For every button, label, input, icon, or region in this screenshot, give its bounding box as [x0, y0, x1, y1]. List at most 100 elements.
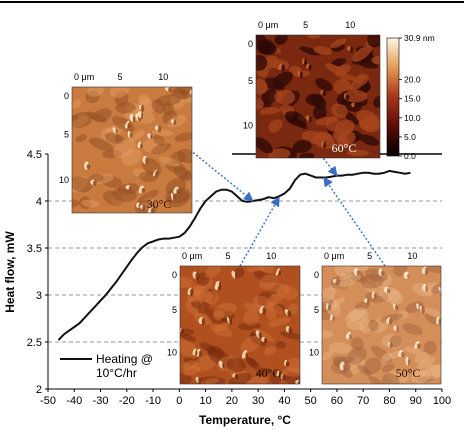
afm-grain [368, 376, 387, 384]
x-tick-label: 40 [278, 395, 290, 407]
x-axis-title: Temperature, °C [199, 413, 291, 427]
x-tick-label: 90 [410, 395, 422, 407]
afm-grain [402, 322, 423, 336]
afm-grain [257, 291, 274, 306]
afm-grain [165, 161, 186, 174]
colorbar-tick-label: 5.0 [404, 132, 416, 142]
afm-grain [360, 273, 384, 289]
inset-arrow [189, 149, 254, 202]
afm-grain [228, 372, 252, 384]
afm-grain [339, 269, 356, 280]
afm-grain [173, 88, 189, 100]
afm-grain [111, 187, 138, 202]
colorbar-tick-label: 30.9 nm [404, 33, 435, 43]
afm-texture [256, 35, 380, 158]
afm-grain [226, 357, 247, 373]
afm-grain [268, 119, 283, 133]
afm-grain [371, 55, 380, 65]
afm-grain [207, 347, 231, 366]
inset-arrow [323, 176, 386, 267]
afm-grain [158, 156, 181, 167]
afm-defect-shadow [115, 129, 118, 134]
afm-grain [381, 334, 403, 349]
afm-x-tick-label: 0 μm [258, 20, 278, 30]
afm-defect-shadow [381, 270, 384, 276]
afm-grain [165, 187, 191, 204]
afm-grain [343, 111, 360, 126]
afm-grain [121, 148, 143, 166]
afm-insets: 0 μm 5 10 0 5 10 30°C 0 μm 5 10 0 5 10 60°C 0 μm 5 10 0 5 1… [59, 20, 442, 385]
afm-image-frame [71, 86, 193, 214]
afm-grain [81, 199, 100, 208]
afm-grain [334, 266, 351, 278]
afm-grain [322, 309, 335, 321]
afm-grain [141, 138, 167, 153]
afm-grain [263, 346, 276, 356]
afm-grain [115, 102, 136, 114]
afm-grain [328, 342, 352, 354]
afm-grain [351, 337, 364, 351]
afm-grain [75, 134, 88, 143]
afm-defect-shadow [258, 332, 262, 338]
y-ticks: 2 2.5 3 3.5 4 4.5 [27, 149, 48, 396]
afm-grain [184, 90, 192, 103]
afm-grain [170, 88, 191, 100]
afm-grain [183, 365, 200, 376]
afm-grain [357, 364, 372, 377]
afm-grain [162, 101, 174, 116]
afm-y-tick-label: 10 [167, 348, 177, 358]
afm-grain [368, 319, 379, 332]
afm-grain [183, 356, 201, 365]
afm-grain [177, 87, 192, 98]
afm-defect-shadow [425, 284, 428, 293]
afm-grain [346, 354, 361, 364]
afm-grain [191, 300, 202, 309]
afm-defect-shadow [172, 193, 176, 202]
x-tick-label: 30 [252, 395, 264, 407]
afm-grain [374, 274, 393, 289]
heat-flow-series-line [57, 169, 411, 341]
afm-temperature-label: 60°C [332, 141, 357, 155]
afm-defect-shadow [345, 94, 350, 101]
afm-defect-shadow [308, 64, 312, 70]
afm-grain [199, 342, 216, 353]
afm-grain [325, 63, 347, 76]
afm-grain [344, 271, 368, 283]
afm-grain [167, 114, 187, 128]
afm-defect-shadow [373, 292, 377, 300]
afm-grain [182, 360, 197, 371]
afm-grain [381, 352, 393, 362]
afm-grain [129, 129, 146, 142]
afm-defect-shadow [234, 374, 239, 380]
afm-grain [245, 375, 268, 384]
afm-defect-shadow [86, 164, 91, 170]
afm-grain [196, 272, 210, 286]
afm-inset: 0 μm 5 10 0 5 10 40°C [167, 251, 301, 385]
afm-grain [256, 98, 264, 110]
x-tick-label: 50 [305, 395, 317, 407]
afm-grain [272, 71, 294, 88]
afm-defect-shadow [155, 170, 159, 178]
afm-y-tick-label: 5 [314, 305, 319, 315]
afm-grain [206, 345, 224, 359]
afm-grain [111, 194, 123, 206]
x-tick-label: -40 [66, 395, 82, 407]
afm-grain [315, 116, 338, 126]
afm-defect-shadow [350, 46, 353, 53]
afm-defect-shadow [278, 370, 282, 379]
afm-grain [153, 134, 165, 146]
afm-defect-shadow [282, 374, 286, 381]
afm-grain [283, 372, 300, 384]
afm-grain [185, 298, 206, 316]
afm-grain [138, 93, 150, 106]
afm-y-tick-label: 0 [314, 270, 319, 280]
afm-grain [312, 132, 336, 150]
afm-grain [299, 46, 321, 56]
afm-defect-shadow [128, 186, 132, 191]
afm-grain [264, 282, 290, 294]
afm-grain [423, 307, 441, 318]
afm-grain [346, 357, 366, 375]
afm-grain [267, 148, 291, 158]
afm-inset: 0 μm 5 10 0 5 10 60°C [243, 20, 381, 159]
afm-defect-shadow [141, 111, 144, 120]
